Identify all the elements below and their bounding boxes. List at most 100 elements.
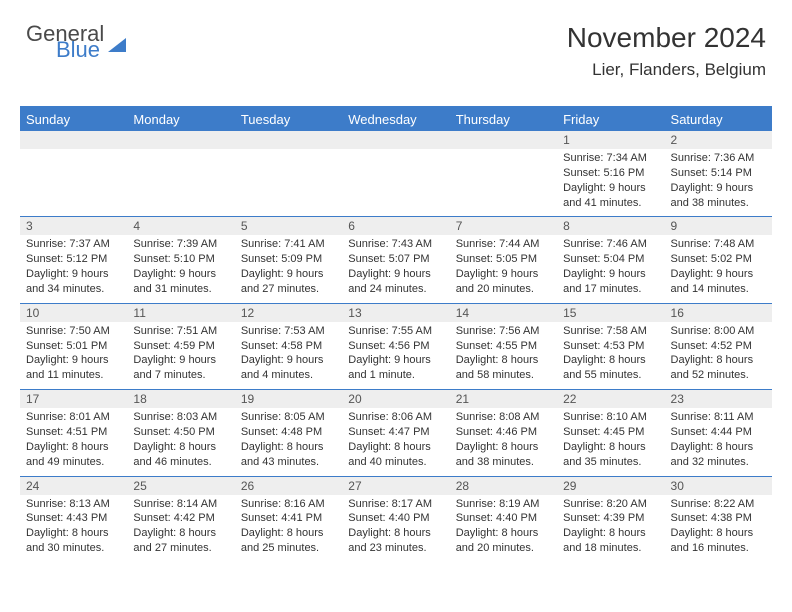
sunset-text: Sunset: 4:46 PM — [456, 425, 551, 440]
sunset-text: Sunset: 4:43 PM — [26, 511, 121, 526]
daylight-text: Daylight: 9 hours and 41 minutes. — [563, 181, 658, 211]
day-cell: Sunrise: 8:13 AMSunset: 4:43 PMDaylight:… — [20, 495, 127, 562]
location-text: Lier, Flanders, Belgium — [567, 60, 766, 80]
title-block: November 2024 Lier, Flanders, Belgium — [567, 22, 766, 80]
sunset-text: Sunset: 4:55 PM — [456, 339, 551, 354]
daylight-text: Daylight: 8 hours and 16 minutes. — [671, 526, 766, 556]
sunset-text: Sunset: 4:41 PM — [241, 511, 336, 526]
daylight-text: Daylight: 8 hours and 52 minutes. — [671, 353, 766, 383]
day-number: 15 — [557, 304, 664, 322]
daylight-text: Daylight: 9 hours and 34 minutes. — [26, 267, 121, 297]
day-number: 11 — [127, 304, 234, 322]
sunset-text: Sunset: 4:40 PM — [348, 511, 443, 526]
sunrise-text: Sunrise: 8:19 AM — [456, 497, 551, 512]
day-number: 21 — [450, 390, 557, 408]
sunrise-text: Sunrise: 7:48 AM — [671, 237, 766, 252]
daylight-text: Daylight: 8 hours and 38 minutes. — [456, 440, 551, 470]
daylight-text: Daylight: 9 hours and 24 minutes. — [348, 267, 443, 297]
week-row: 3456789Sunrise: 7:37 AMSunset: 5:12 PMDa… — [20, 216, 772, 302]
week-row: 12Sunrise: 7:34 AMSunset: 5:16 PMDayligh… — [20, 131, 772, 216]
sunset-text: Sunset: 5:12 PM — [26, 252, 121, 267]
day-number — [450, 131, 557, 149]
sunrise-text: Sunrise: 8:08 AM — [456, 410, 551, 425]
day-cell: Sunrise: 8:10 AMSunset: 4:45 PMDaylight:… — [557, 408, 664, 475]
day-number: 23 — [665, 390, 772, 408]
logo: General Blue — [26, 24, 126, 60]
day-cell: Sunrise: 8:20 AMSunset: 4:39 PMDaylight:… — [557, 495, 664, 562]
day-number: 5 — [235, 217, 342, 235]
day-number: 20 — [342, 390, 449, 408]
sunset-text: Sunset: 4:56 PM — [348, 339, 443, 354]
sunset-text: Sunset: 4:47 PM — [348, 425, 443, 440]
sunrise-text: Sunrise: 7:58 AM — [563, 324, 658, 339]
day-cell: Sunrise: 8:11 AMSunset: 4:44 PMDaylight:… — [665, 408, 772, 475]
day-number: 30 — [665, 477, 772, 495]
day-number-row: 12 — [20, 131, 772, 149]
weekday-header: Saturday — [665, 108, 772, 131]
weekday-header: Monday — [127, 108, 234, 131]
sunrise-text: Sunrise: 8:11 AM — [671, 410, 766, 425]
sunset-text: Sunset: 5:01 PM — [26, 339, 121, 354]
sunrise-text: Sunrise: 8:03 AM — [133, 410, 228, 425]
day-number: 18 — [127, 390, 234, 408]
sunrise-text: Sunrise: 7:51 AM — [133, 324, 228, 339]
daylight-text: Daylight: 8 hours and 58 minutes. — [456, 353, 551, 383]
day-number: 25 — [127, 477, 234, 495]
weekday-header: Wednesday — [342, 108, 449, 131]
sunset-text: Sunset: 4:38 PM — [671, 511, 766, 526]
day-cell: Sunrise: 7:48 AMSunset: 5:02 PMDaylight:… — [665, 235, 772, 302]
daylight-text: Daylight: 8 hours and 18 minutes. — [563, 526, 658, 556]
day-number-row: 17181920212223 — [20, 390, 772, 408]
day-cell: Sunrise: 7:46 AMSunset: 5:04 PMDaylight:… — [557, 235, 664, 302]
weekday-header: Sunday — [20, 108, 127, 131]
daylight-text: Daylight: 8 hours and 25 minutes. — [241, 526, 336, 556]
daylight-text: Daylight: 9 hours and 27 minutes. — [241, 267, 336, 297]
sail-icon — [108, 38, 126, 52]
daylight-text: Daylight: 9 hours and 20 minutes. — [456, 267, 551, 297]
sunrise-text: Sunrise: 8:06 AM — [348, 410, 443, 425]
sunset-text: Sunset: 5:07 PM — [348, 252, 443, 267]
week-row: 24252627282930Sunrise: 8:13 AMSunset: 4:… — [20, 476, 772, 562]
day-cell: Sunrise: 7:44 AMSunset: 5:05 PMDaylight:… — [450, 235, 557, 302]
day-cell: Sunrise: 8:16 AMSunset: 4:41 PMDaylight:… — [235, 495, 342, 562]
day-number: 6 — [342, 217, 449, 235]
day-cell: Sunrise: 7:36 AMSunset: 5:14 PMDaylight:… — [665, 149, 772, 216]
sunrise-text: Sunrise: 8:16 AM — [241, 497, 336, 512]
day-cell — [450, 149, 557, 216]
sunrise-text: Sunrise: 8:17 AM — [348, 497, 443, 512]
sunrise-text: Sunrise: 8:05 AM — [241, 410, 336, 425]
day-cell: Sunrise: 8:01 AMSunset: 4:51 PMDaylight:… — [20, 408, 127, 475]
sunrise-text: Sunrise: 8:00 AM — [671, 324, 766, 339]
sunset-text: Sunset: 4:53 PM — [563, 339, 658, 354]
week-row: 10111213141516Sunrise: 7:50 AMSunset: 5:… — [20, 303, 772, 389]
weekday-header: Friday — [557, 108, 664, 131]
daylight-text: Daylight: 8 hours and 40 minutes. — [348, 440, 443, 470]
daylight-text: Daylight: 9 hours and 4 minutes. — [241, 353, 336, 383]
day-cell: Sunrise: 8:17 AMSunset: 4:40 PMDaylight:… — [342, 495, 449, 562]
day-cell: Sunrise: 7:58 AMSunset: 4:53 PMDaylight:… — [557, 322, 664, 389]
sunrise-text: Sunrise: 7:39 AM — [133, 237, 228, 252]
day-number: 26 — [235, 477, 342, 495]
day-cell — [127, 149, 234, 216]
day-cell: Sunrise: 8:14 AMSunset: 4:42 PMDaylight:… — [127, 495, 234, 562]
day-number: 17 — [20, 390, 127, 408]
day-cell: Sunrise: 7:55 AMSunset: 4:56 PMDaylight:… — [342, 322, 449, 389]
day-cell: Sunrise: 7:50 AMSunset: 5:01 PMDaylight:… — [20, 322, 127, 389]
day-number-row: 24252627282930 — [20, 477, 772, 495]
month-title: November 2024 — [567, 22, 766, 54]
sunset-text: Sunset: 4:45 PM — [563, 425, 658, 440]
day-number: 10 — [20, 304, 127, 322]
day-number: 9 — [665, 217, 772, 235]
day-body-row: Sunrise: 8:13 AMSunset: 4:43 PMDaylight:… — [20, 495, 772, 562]
day-number: 24 — [20, 477, 127, 495]
daylight-text: Daylight: 9 hours and 17 minutes. — [563, 267, 658, 297]
sunrise-text: Sunrise: 8:10 AM — [563, 410, 658, 425]
day-body-row: Sunrise: 7:37 AMSunset: 5:12 PMDaylight:… — [20, 235, 772, 302]
sunset-text: Sunset: 4:50 PM — [133, 425, 228, 440]
day-cell: Sunrise: 8:03 AMSunset: 4:50 PMDaylight:… — [127, 408, 234, 475]
day-number: 22 — [557, 390, 664, 408]
weekday-header: Thursday — [450, 108, 557, 131]
sunset-text: Sunset: 5:10 PM — [133, 252, 228, 267]
day-number-row: 3456789 — [20, 217, 772, 235]
day-number-row: 10111213141516 — [20, 304, 772, 322]
